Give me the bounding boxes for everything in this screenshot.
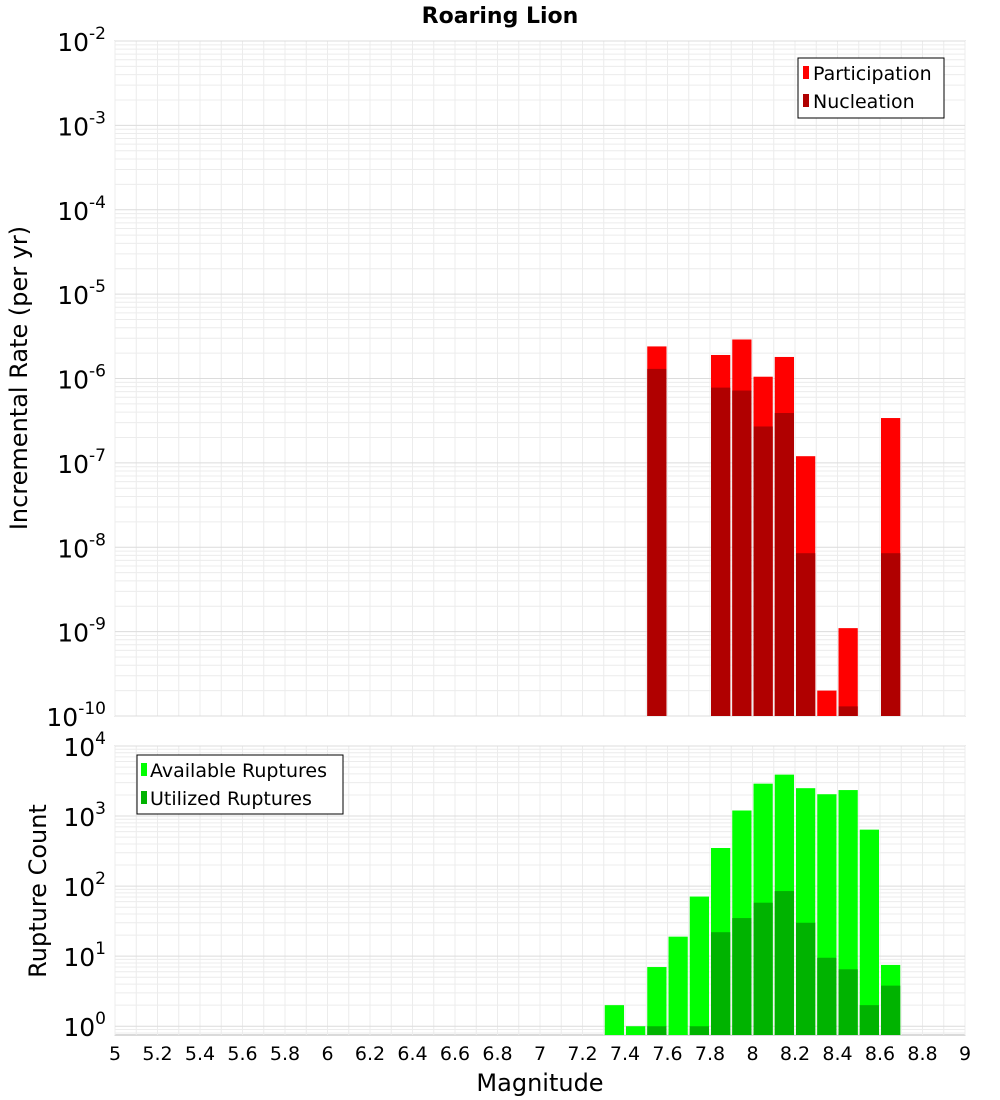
chart-title: Roaring Lion xyxy=(422,4,579,29)
legend-label-participation: Participation xyxy=(813,63,932,85)
y-tick-label: 100 xyxy=(63,1009,106,1042)
x-axis-ticks: 5 5.2 5.4 5.6 5.8 6 6.2 6.4 6.6 6.8 7 7.2 7.4 7.6 7.8 8… xyxy=(109,1043,971,1065)
y-tick-label: 10-8 xyxy=(57,530,106,563)
y-tick-label: 10-3 xyxy=(57,108,106,141)
bar-nucleation xyxy=(774,413,794,716)
x-tick-label: 8.2 xyxy=(780,1043,810,1065)
legend-label-available-ruptures: Available Ruptures xyxy=(150,760,327,782)
x-tick-label: 7 xyxy=(534,1043,546,1065)
top-y-axis-label: Incremental Rate (per yr) xyxy=(5,226,33,530)
x-tick-label: 6.6 xyxy=(440,1043,470,1065)
y-tick-label: 103 xyxy=(63,799,106,832)
y-tick-label: 10-2 xyxy=(57,24,106,57)
bar-available-ruptures xyxy=(647,967,667,1035)
y-tick-label: 10-5 xyxy=(57,277,106,310)
top-y-ticks: 10-2 10-3 10-4 10-5 10-6 10-7 10-8 10-9 10-10 xyxy=(46,24,106,732)
y-tick-label: 10-6 xyxy=(57,362,106,395)
x-tick-label: 5.4 xyxy=(185,1043,215,1065)
bar-available-ruptures xyxy=(626,1026,646,1035)
x-tick-label: 5.6 xyxy=(227,1043,257,1065)
legend-swatch-available-ruptures xyxy=(141,763,147,776)
y-tick-label: 10-9 xyxy=(57,615,106,648)
top-legend: Participation Nucleation xyxy=(797,57,945,119)
bar-utilized-ruptures xyxy=(711,932,731,1035)
bar-participation xyxy=(838,628,858,716)
bar-utilized-ruptures xyxy=(753,902,773,1035)
bar-participation xyxy=(817,690,837,716)
bar-utilized-ruptures xyxy=(838,969,858,1035)
bar-utilized-ruptures xyxy=(796,922,816,1035)
legend-label-nucleation: Nucleation xyxy=(813,91,915,113)
bottom-legend: Available Ruptures Utilized Ruptures xyxy=(136,754,344,815)
x-tick-label: 6.8 xyxy=(482,1043,512,1065)
x-tick-label: 5.2 xyxy=(142,1043,172,1065)
bottom-panel: 104 103 102 101 100 5 5.2 5.4 5.6 5.8 6 6.2 6.4 6.6 6… xyxy=(24,729,971,1097)
bar-nucleation xyxy=(753,426,773,716)
x-tick-label: 7.8 xyxy=(695,1043,725,1065)
top-legend-box xyxy=(797,57,945,119)
bottom-legend-box xyxy=(136,754,344,815)
top-gridlines xyxy=(114,40,966,717)
y-tick-label: 101 xyxy=(63,939,106,972)
x-axis-label: Magnitude xyxy=(476,1069,603,1097)
x-tick-label: 8.8 xyxy=(907,1043,937,1065)
bar-utilized-ruptures xyxy=(732,918,752,1035)
y-tick-label: 104 xyxy=(63,729,106,762)
x-tick-label: 7.4 xyxy=(610,1043,640,1065)
y-tick-label: 10-4 xyxy=(57,193,106,226)
y-tick-label: 102 xyxy=(63,869,106,902)
x-tick-label: 9 xyxy=(959,1043,971,1065)
bar-utilized-ruptures xyxy=(647,1026,667,1035)
x-tick-label: 7.6 xyxy=(652,1043,682,1065)
bottom-y-ticks: 104 103 102 101 100 xyxy=(63,729,106,1042)
x-tick-label: 8.4 xyxy=(822,1043,852,1065)
bottom-bars xyxy=(604,774,901,1035)
bar-nucleation xyxy=(647,368,667,716)
legend-swatch-utilized-ruptures xyxy=(141,791,147,804)
x-tick-label: 5 xyxy=(109,1043,121,1065)
legend-label-utilized-ruptures: Utilized Ruptures xyxy=(150,788,312,810)
x-tick-label: 6 xyxy=(321,1043,333,1065)
x-tick-label: 6.2 xyxy=(355,1043,385,1065)
x-tick-label: 5.8 xyxy=(270,1043,300,1065)
x-tick-label: 8 xyxy=(746,1043,758,1065)
y-tick-label: 10-7 xyxy=(57,446,106,479)
bar-available-ruptures xyxy=(859,829,879,1035)
bar-utilized-ruptures xyxy=(689,1026,709,1035)
bar-available-ruptures xyxy=(668,936,688,1035)
bar-utilized-ruptures xyxy=(859,1005,879,1035)
bar-available-ruptures xyxy=(604,1005,624,1035)
bar-utilized-ruptures xyxy=(881,985,901,1035)
bar-nucleation xyxy=(796,553,816,716)
bar-utilized-ruptures xyxy=(774,891,794,1035)
bar-nucleation xyxy=(838,706,858,716)
bar-nucleation xyxy=(711,387,731,716)
x-tick-label: 7.2 xyxy=(567,1043,597,1065)
top-panel: 10-2 10-3 10-4 10-5 10-6 10-7 10-8 10-9 10-10 In… xyxy=(5,24,966,732)
x-tick-label: 8.6 xyxy=(865,1043,895,1065)
top-bars xyxy=(647,339,901,716)
bar-available-ruptures xyxy=(689,896,709,1035)
y-tick-label: 10-10 xyxy=(46,699,106,732)
x-tick-label: 6.4 xyxy=(397,1043,427,1065)
bar-nucleation xyxy=(881,553,901,716)
legend-swatch-participation xyxy=(803,66,809,79)
bar-nucleation xyxy=(732,390,752,716)
bar-utilized-ruptures xyxy=(817,957,837,1035)
bottom-y-axis-label: Rupture Count xyxy=(24,804,52,978)
legend-swatch-nucleation xyxy=(803,94,809,107)
